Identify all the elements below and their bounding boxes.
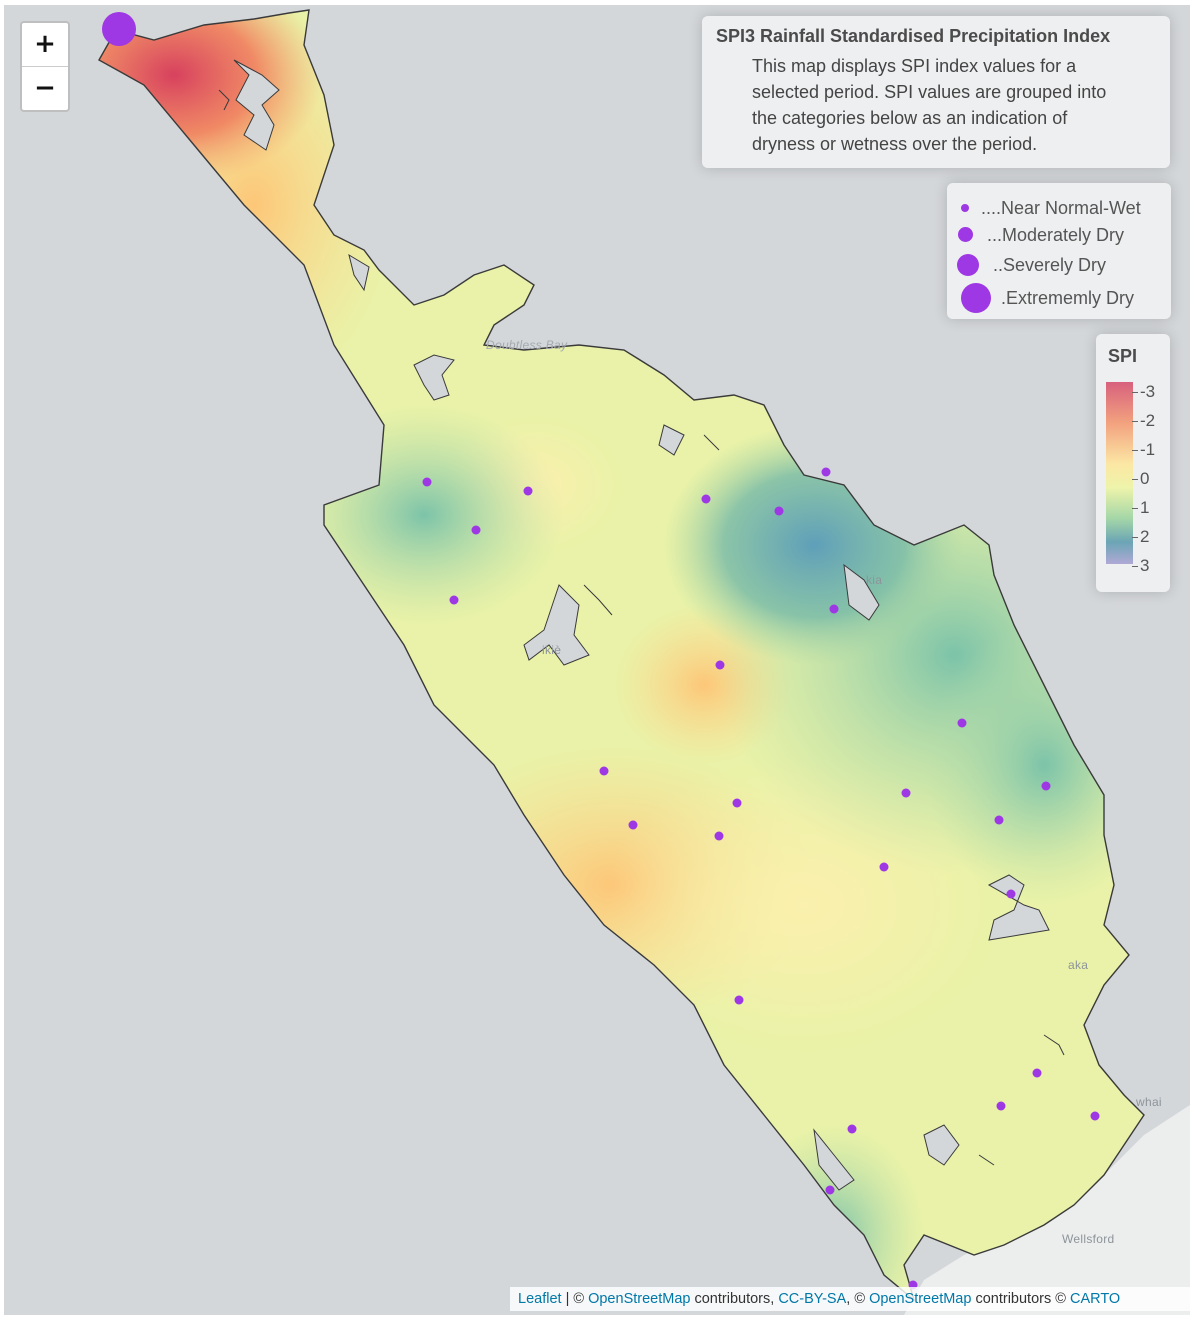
size-legend-label: ..Severely Dry (993, 255, 1107, 275)
station-marker[interactable] (701, 494, 711, 504)
spi-tick-mark (1132, 421, 1138, 422)
station-marker[interactable] (102, 12, 136, 46)
station-marker[interactable] (821, 467, 831, 477)
station-marker[interactable] (994, 815, 1004, 825)
osm-link-2[interactable]: OpenStreetMap (869, 1291, 972, 1307)
station-marker[interactable] (996, 1101, 1006, 1111)
attribution-text: | © (561, 1291, 589, 1307)
cc-by-sa-link[interactable]: CC-BY-SA (778, 1291, 847, 1307)
spi-tick-label: 2 (1140, 527, 1150, 546)
zoom-out-button[interactable]: − (22, 66, 68, 110)
spi-colorbar (1106, 382, 1133, 564)
station-marker[interactable] (829, 604, 839, 614)
station-marker[interactable] (471, 525, 481, 535)
size-legend-item: ...Moderately Dry (947, 220, 1171, 250)
station-marker[interactable] (879, 862, 889, 872)
station-marker[interactable] (715, 660, 725, 670)
spi-tick-label: -3 (1140, 382, 1156, 401)
station-marker[interactable] (901, 788, 911, 798)
station-marker[interactable] (422, 477, 432, 487)
station-marker[interactable] (847, 1124, 857, 1134)
size-dot-icon (961, 283, 991, 313)
spi-legend: SPI -3 -2 -1 0 1 2 3 (1096, 334, 1170, 592)
label-wellsford: Wellsford (1062, 1232, 1115, 1246)
size-legend-item: ..Severely Dry (947, 250, 1171, 280)
station-marker[interactable] (732, 798, 742, 808)
station-marker[interactable] (1032, 1068, 1042, 1078)
size-legend-item: ....Near Normal-Wet (947, 193, 1171, 223)
station-marker[interactable] (628, 820, 638, 830)
station-marker[interactable] (1041, 781, 1051, 791)
zoom-control: + − (20, 21, 70, 112)
station-marker[interactable] (523, 486, 533, 496)
size-legend-item: .Extrememly Dry (947, 283, 1171, 313)
station-marker[interactable] (599, 766, 609, 776)
attribution-text: , © (846, 1291, 870, 1307)
attribution: Leaflet | © OpenStreetMap contributors, … (510, 1287, 1190, 1311)
spi-tick-label: 0 (1140, 469, 1150, 488)
spi-tick-label: 3 (1140, 556, 1150, 575)
carto-link[interactable]: CARTO (1069, 1291, 1121, 1307)
size-dot-icon (957, 254, 979, 276)
size-legend-label: ....Near Normal-Wet (981, 198, 1141, 218)
attribution-text: contributors, (690, 1291, 779, 1307)
spi-tick-mark (1132, 537, 1138, 538)
station-marker[interactable] (774, 506, 784, 516)
attribution-text: contributors © (971, 1291, 1070, 1307)
info-title: SPI3 Rainfall Standardised Precipitation… (716, 26, 1111, 46)
spi-tick-label: 1 (1140, 498, 1150, 517)
label-doubtless-bay: Doubtless Bay (486, 338, 568, 352)
label-kia: kia (866, 573, 883, 587)
spi-tick-mark (1132, 566, 1138, 567)
size-dot-icon (958, 227, 973, 242)
zoom-in-button[interactable]: + (34, 29, 56, 59)
label-whai: whai (1136, 1095, 1162, 1109)
spi-tick-label: -1 (1140, 440, 1156, 459)
station-marker[interactable] (1006, 889, 1016, 899)
size-legend: ....Near Normal-Wet ...Moderately Dry ..… (947, 183, 1171, 319)
size-dot-icon (961, 204, 969, 212)
spi-tick-mark (1132, 392, 1138, 393)
size-legend-label: .Extrememly Dry (1001, 288, 1135, 308)
station-marker[interactable] (734, 995, 744, 1005)
station-marker[interactable] (957, 718, 967, 728)
info-panel: SPI3 Rainfall Standardised Precipitation… (702, 16, 1170, 168)
size-legend-label: ...Moderately Dry (987, 225, 1125, 245)
station-marker[interactable] (825, 1185, 835, 1195)
info-description: This map displays SPI index values for a… (752, 56, 1107, 154)
station-marker[interactable] (1090, 1111, 1100, 1121)
spi-tick-label: -2 (1140, 411, 1156, 430)
spi-heatmap (98, 9, 1190, 1315)
station-marker[interactable] (449, 595, 459, 605)
spi-tick-mark (1132, 479, 1138, 480)
label-aka: aka (1068, 958, 1089, 972)
osm-link[interactable]: OpenStreetMap (588, 1291, 691, 1307)
spi-legend-title: SPI (1108, 346, 1138, 366)
station-marker[interactable] (714, 831, 724, 841)
spi-tick-mark (1132, 508, 1138, 509)
spi-tick-mark (1132, 450, 1138, 451)
label-ikie: ikiè (542, 643, 562, 657)
leaflet-link[interactable]: Leaflet (518, 1291, 562, 1307)
